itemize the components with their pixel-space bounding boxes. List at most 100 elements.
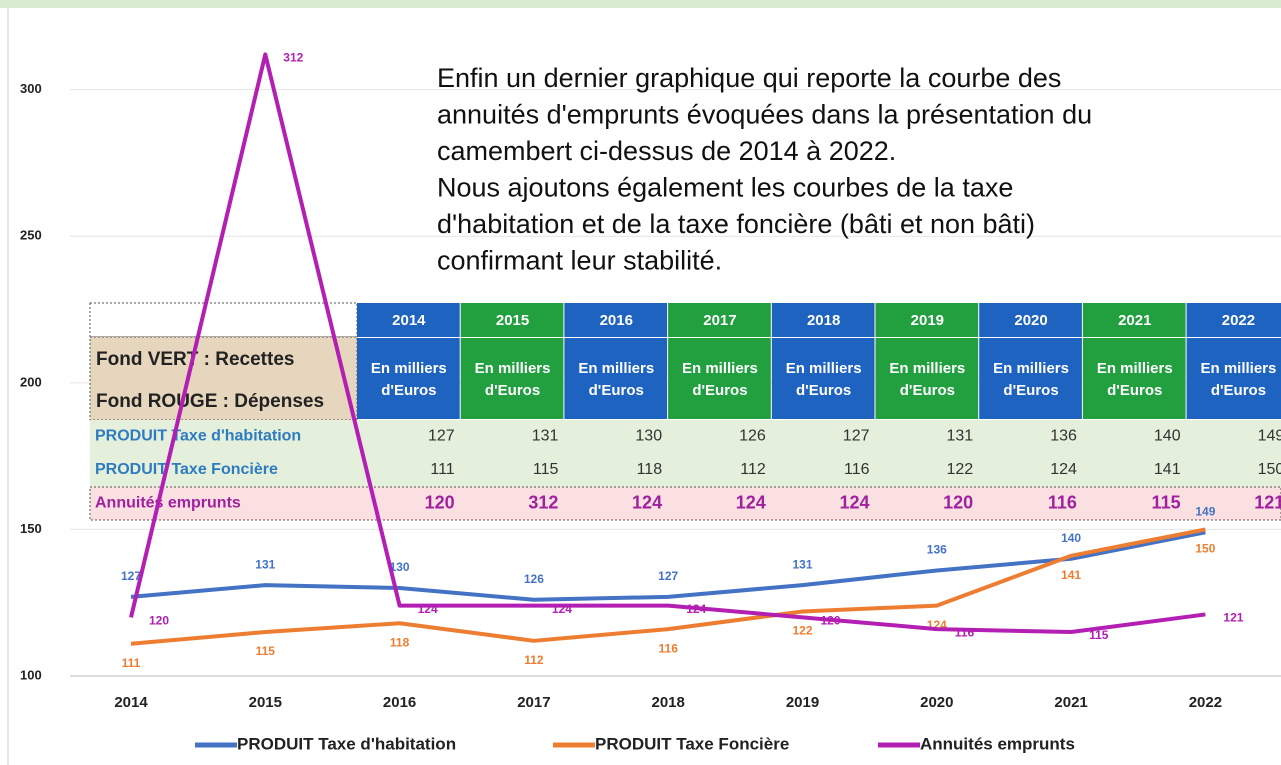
x-tick-label: 2021: [1054, 694, 1087, 711]
annotation: Enfin un dernier graphique qui reporte l…: [437, 63, 1061, 93]
line-series: [130, 527, 1206, 646]
data-label: 115: [256, 644, 276, 658]
data-label: 131: [792, 557, 812, 571]
unit-cell: [1082, 338, 1186, 419]
unit-label: d'Euros: [589, 382, 644, 399]
data-label: 130: [390, 560, 410, 574]
table-value: 124: [632, 492, 662, 512]
annotation: d'habitation et de la taxe foncière (bât…: [437, 209, 1035, 239]
table-value: 124: [1050, 461, 1077, 478]
x-tick-label: 2017: [517, 694, 550, 711]
year-header: [460, 303, 564, 337]
table-value: 112: [740, 461, 766, 478]
y-tick-label: 300: [20, 81, 42, 96]
x-tick-label: 2020: [920, 694, 953, 711]
data-label: 124: [418, 602, 438, 616]
table-value: 312: [528, 492, 558, 512]
table-value: 131: [532, 428, 559, 445]
data-label: 112: [524, 653, 544, 667]
unit-label: En milliers: [578, 360, 654, 377]
x-tick-label: 2014: [114, 694, 148, 711]
year-header: [668, 303, 771, 337]
table-legend: Fond VERT : Recettes: [96, 349, 294, 370]
unit-label: En milliers: [1201, 360, 1277, 377]
y-tick-label: 150: [20, 521, 42, 536]
table-corner: [89, 302, 358, 338]
row-label: PRODUIT Taxe d'habitation: [95, 428, 301, 445]
data-label: 127: [121, 569, 141, 583]
unit-cell: [979, 338, 1082, 419]
table-value: 126: [739, 428, 766, 445]
unit-label: d'Euros: [796, 382, 851, 399]
year-header: [875, 303, 979, 337]
top-strip: [0, 0, 1281, 8]
table-value: 124: [736, 492, 766, 512]
year-header: [564, 303, 668, 337]
table-value: 136: [1050, 428, 1077, 445]
table-value: 131: [946, 428, 973, 445]
year-header-label: 2015: [496, 312, 529, 329]
table-value: 120: [425, 492, 455, 512]
unit-cell: [875, 338, 979, 419]
y-tick-label: 250: [20, 228, 42, 243]
table-value: 120: [943, 492, 973, 512]
legend-label: PRODUIT Taxe d'habitation: [237, 734, 456, 753]
unit-label: En milliers: [475, 360, 551, 377]
row-label: Annuités emprunts: [95, 495, 241, 512]
row-label: PRODUIT Taxe Foncière: [95, 461, 278, 478]
data-label: 116: [659, 641, 679, 655]
data-label: 136: [927, 543, 947, 557]
table-value: 115: [533, 461, 559, 478]
unit-label: En milliers: [993, 360, 1069, 377]
table-legend: Fond ROUGE : Dépenses: [96, 391, 324, 412]
year-header-label: 2014: [392, 312, 426, 329]
year-header: [1082, 303, 1186, 337]
annotation: camembert ci-dessus de 2014 à 2022.: [437, 136, 896, 166]
data-label: 121: [1223, 611, 1243, 625]
table-row: [90, 453, 1281, 487]
unit-cell: [357, 338, 460, 419]
unit-cell: [564, 338, 668, 419]
table-value: 140: [1154, 428, 1181, 445]
legend-label: PRODUIT Taxe Foncière: [595, 734, 789, 753]
unit-label: d'Euros: [900, 382, 955, 399]
year-header-label: 2022: [1222, 312, 1255, 329]
annotation: confirmant leur stabilité.: [437, 246, 722, 276]
legend-label: Annuités emprunts: [920, 734, 1075, 753]
table-value: 111: [430, 461, 454, 478]
year-header: [979, 303, 1082, 337]
x-tick-label: 2015: [249, 694, 282, 711]
unit-cell: [668, 338, 771, 419]
data-label: 120: [149, 614, 169, 628]
data-label: 111: [122, 656, 141, 670]
line-series: [130, 530, 1206, 602]
data-label: 312: [283, 51, 303, 65]
unit-cell: [1186, 338, 1281, 419]
year-header: [1186, 303, 1281, 337]
table-value: 149: [1258, 428, 1281, 445]
unit-cell: [460, 338, 564, 419]
data-label: 120: [821, 614, 841, 628]
line-series: [129, 52, 1206, 635]
table-value: 127: [843, 428, 870, 445]
unit-label: d'Euros: [485, 382, 540, 399]
table-row: [90, 420, 1281, 453]
year-header-label: 2017: [703, 312, 736, 329]
data-label: 131: [255, 557, 275, 571]
y-tick-label: 100: [20, 667, 42, 682]
table-value: 122: [946, 461, 973, 478]
data-label: 118: [390, 635, 410, 649]
data-label: 127: [658, 569, 678, 583]
year-header-label: 2016: [600, 312, 633, 329]
year-header: [771, 303, 875, 337]
table-value: 121: [1254, 492, 1281, 512]
unit-label: d'Euros: [692, 382, 747, 399]
y-tick-label: 200: [20, 374, 42, 389]
x-tick-label: 2018: [652, 694, 685, 711]
year-header-label: 2021: [1118, 312, 1151, 329]
table-value: 116: [844, 461, 870, 478]
unit-cell: [771, 338, 875, 419]
data-label: 126: [524, 572, 544, 586]
